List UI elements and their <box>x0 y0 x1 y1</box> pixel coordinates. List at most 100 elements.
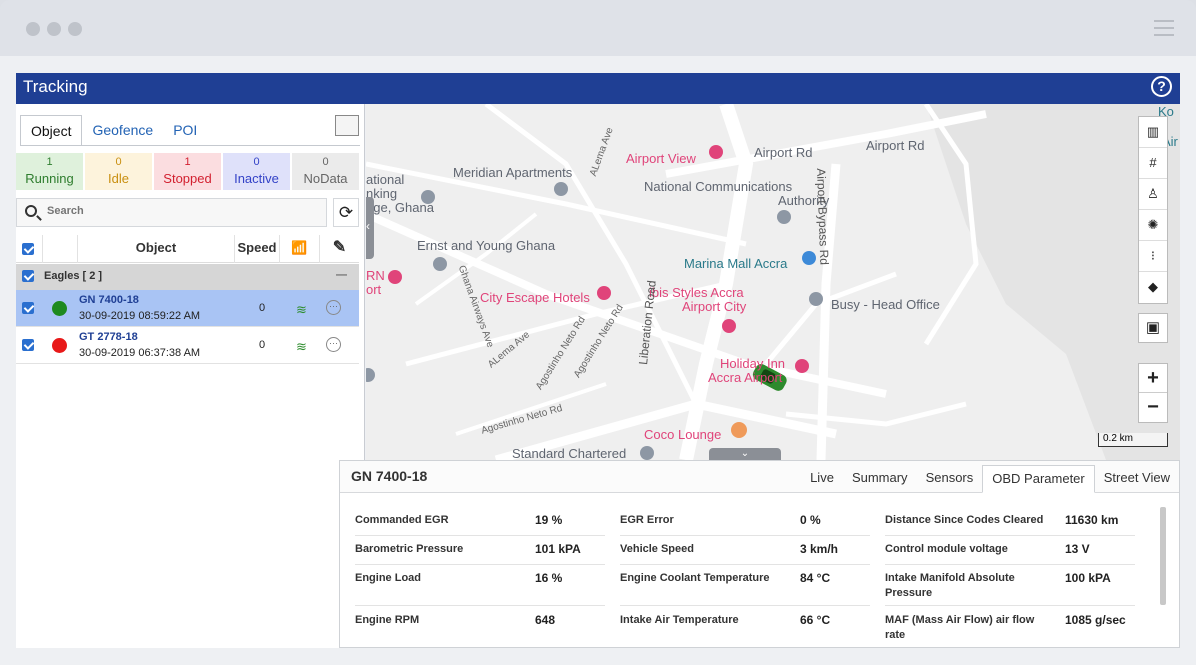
info-panel-header: GN 7400-18 Live Summary Sensors OBD Para… <box>340 461 1179 493</box>
status-inactive[interactable]: 0 Inactive <box>223 153 290 190</box>
fullscreen-icon[interactable]: ▣ <box>1138 313 1168 343</box>
map-label: RN <box>366 268 385 283</box>
status-running-count: 1 <box>46 156 53 168</box>
label-tag-icon[interactable]: ◆ <box>1148 279 1158 294</box>
group-row[interactable]: Eagles [ 2 ] — <box>16 264 359 290</box>
zoom-out-button[interactable]: − <box>1147 396 1159 418</box>
map-roads <box>366 104 1180 460</box>
vehicle-time: 30-09-2019 08:59:22 AM <box>79 310 201 322</box>
status-stopped-count: 1 <box>184 156 191 168</box>
tab-object[interactable]: Object <box>20 115 83 146</box>
vehicle-name[interactable]: GN 7400-18 <box>79 294 139 306</box>
obd-value: 100 kPA <box>1065 571 1111 585</box>
map-label: Accra Airport <box>708 370 783 385</box>
map-view[interactable]: Airport View Airport Rd Airport Rd Merid… <box>366 104 1180 460</box>
obd-label: Intake Manifold Absolute Pressure <box>885 572 1015 599</box>
status-idle[interactable]: 0 Idle <box>85 153 152 190</box>
map-layer-controls: ▥ # ♙ ✺ ⁝ ◆ <box>1138 116 1168 304</box>
group-label: Eagles [ 2 ] <box>44 270 103 282</box>
window-close-dot[interactable] <box>26 22 40 36</box>
map-label: ational <box>366 172 405 187</box>
status-running[interactable]: 1 Running <box>16 153 83 190</box>
status-running-label: Running <box>25 171 74 186</box>
obd-label: Engine Coolant Temperature <box>620 572 770 584</box>
vehicle-name[interactable]: GT 2778-18 <box>79 331 138 343</box>
table-row[interactable]: GT 2778-18 30-09-2019 06:37:38 AM 0 ≋ ··… <box>16 327 359 364</box>
help-icon[interactable]: ? <box>1151 76 1172 97</box>
group-checkbox[interactable] <box>22 270 34 282</box>
scrollbar[interactable] <box>1160 507 1166 605</box>
tab-live[interactable]: Live <box>810 470 834 485</box>
object-grid-header: Object Speed 📶 ✎ <box>16 235 359 263</box>
traffic-icon[interactable]: ⁝ <box>1139 241 1167 272</box>
map-type-icon[interactable]: ▥ <box>1139 117 1167 148</box>
signal-col-header: 📶 <box>279 235 319 263</box>
tab-summary[interactable]: Summary <box>851 470 908 485</box>
window-minimize-dot[interactable] <box>47 22 61 36</box>
cluster-icon[interactable]: ✺ <box>1139 210 1167 241</box>
street-view-icon[interactable]: ♙ <box>1139 179 1167 210</box>
vehicle-time: 30-09-2019 06:37:38 AM <box>79 347 201 359</box>
edit-icon[interactable]: ✎ <box>332 239 347 256</box>
panel-tabs: Object Geofence POI <box>20 115 207 146</box>
tab-poi[interactable]: POI <box>173 122 198 138</box>
search-input[interactable] <box>47 205 317 217</box>
speed-col-header[interactable]: Speed <box>234 235 279 263</box>
obd-value: 648 <box>535 613 556 627</box>
row-checkbox[interactable] <box>22 339 34 351</box>
edit-col-header: ✎ <box>319 235 359 263</box>
panel-toggle-button[interactable] <box>335 115 359 136</box>
window-maximize-dot[interactable] <box>68 22 82 36</box>
status-idle-count: 0 <box>115 156 122 168</box>
status-nodata[interactable]: 0 NoData <box>292 153 359 190</box>
status-stopped[interactable]: 1 Stopped <box>154 153 221 190</box>
status-dot <box>52 301 67 316</box>
refresh-button[interactable]: ⟳ <box>333 198 359 227</box>
obd-label: EGR Error <box>620 514 674 526</box>
map-label: Authority <box>778 193 830 208</box>
table-row[interactable]: GN 7400-18 30-09-2019 08:59:22 AM 0 ≋ ··… <box>16 290 359 327</box>
map-label: ege, Ghana <box>366 200 434 215</box>
obd-label: Engine RPM <box>355 614 420 626</box>
row-checkbox[interactable] <box>22 302 34 314</box>
hamburger-menu-icon[interactable] <box>1154 20 1174 36</box>
map-label: Airport View <box>626 151 696 166</box>
obd-label: Commanded EGR <box>355 514 449 526</box>
status-dot <box>52 338 67 353</box>
map-label: Busy - Head Office <box>831 297 940 312</box>
info-panel-toggle[interactable]: ⌄ <box>709 448 781 460</box>
vehicle-info-panel: GN 7400-18 Live Summary Sensors OBD Para… <box>339 460 1180 648</box>
more-options-icon[interactable]: ··· <box>326 300 341 315</box>
select-all-checkbox[interactable] <box>22 242 34 255</box>
zoom-in-button[interactable]: + <box>1139 364 1167 393</box>
collapse-icon[interactable]: — <box>336 269 347 281</box>
signal-icon: ≋ <box>296 339 307 354</box>
map-label: Coco Lounge <box>644 427 722 442</box>
window-titlebar <box>0 0 1196 56</box>
object-panel: Object Geofence POI 1 Running 0 Idle 1 S… <box>16 104 365 648</box>
wifi-icon: 📶 <box>291 240 308 255</box>
map-label: Holiday Inn <box>720 356 786 371</box>
object-col-header[interactable]: Object <box>77 235 234 263</box>
obd-label: Control module voltage <box>885 543 1008 555</box>
tab-geofence[interactable]: Geofence <box>92 122 154 138</box>
obd-value: 1085 g/sec <box>1065 613 1126 627</box>
obd-label: Intake Air Temperature <box>620 614 739 626</box>
map-label: Meridian Apartments <box>453 165 573 180</box>
obd-label: Distance Since Codes Cleared <box>885 514 1044 526</box>
map-scale: 0.2 km <box>1098 433 1168 447</box>
map-label: Airport Rd <box>866 138 925 153</box>
signal-icon: ≋ <box>296 302 307 317</box>
obd-value: 0 % <box>800 513 821 527</box>
obd-value: 11630 km <box>1065 513 1119 527</box>
obd-label: MAF (Mass Air Flow) air flow rate <box>885 614 1035 641</box>
more-options-icon[interactable]: ··· <box>326 337 341 352</box>
panel-collapse-handle[interactable] <box>366 197 374 259</box>
tab-sensors[interactable]: Sensors <box>925 470 974 485</box>
map-label: Marina Mall Accra <box>684 256 788 271</box>
tab-obd-parameter[interactable]: OBD Parameter <box>982 465 1095 493</box>
map-label: Standard Chartered <box>512 446 627 460</box>
grid-icon[interactable]: # <box>1139 148 1167 179</box>
map-label: Ko <box>1158 104 1174 119</box>
tab-street-view[interactable]: Street View <box>1103 470 1170 485</box>
